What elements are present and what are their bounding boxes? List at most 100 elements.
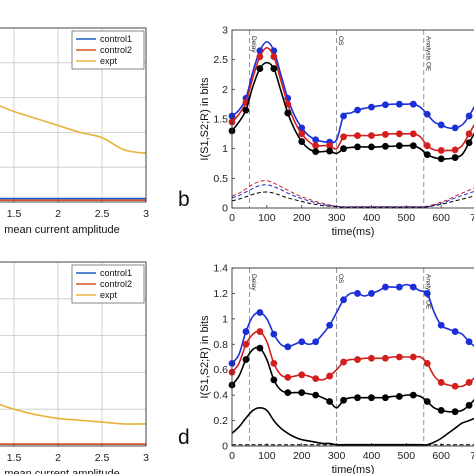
data-point-b-black [284, 109, 292, 117]
x-tick-label-d: 600 [432, 450, 450, 462]
event-label-d: OS [337, 274, 344, 284]
data-point-b-blue [465, 112, 473, 120]
data-point-d-red [326, 372, 334, 380]
legend-label-control2: control2 [100, 45, 132, 55]
x-tick-label-c: 2 [55, 452, 61, 464]
series-line-b-black-dashed [231, 191, 474, 208]
data-point-d-red [368, 354, 375, 362]
data-point-d-blue [451, 328, 459, 335]
x-tick-label-b: 600 [432, 212, 450, 224]
data-point-b-black [409, 142, 417, 150]
data-point-b-red [382, 131, 389, 138]
x-tick-label-a: 2.5 [95, 208, 110, 220]
legend-label-expt: expt [100, 290, 118, 300]
data-point-d-red [437, 379, 445, 386]
data-point-d-black [256, 344, 264, 352]
y-tick-label-b: 1.5 [213, 114, 228, 126]
y-tick-label-b: 2 [222, 84, 228, 96]
x-tick-label-b: 300 [328, 212, 346, 224]
data-point-d-blue [423, 290, 431, 297]
legend-label-control1: control1 [100, 34, 132, 44]
data-point-d-blue [340, 296, 347, 304]
data-point-d-blue [409, 283, 417, 291]
panel-label-d: d [178, 426, 190, 449]
data-point-b-blue [437, 121, 445, 129]
data-point-d-red [298, 371, 306, 379]
data-point-d-black [242, 356, 250, 363]
data-point-d-blue [368, 290, 375, 297]
data-point-b-blue [423, 110, 431, 118]
x-tick-label-a: 2 [55, 208, 61, 220]
data-point-b-blue [354, 106, 361, 114]
data-point-b-red [368, 132, 375, 140]
data-point-d-blue [284, 343, 292, 351]
data-point-d-black [298, 389, 306, 396]
y-axis-label-d: I(S1,S2;R) in bits [199, 315, 211, 399]
x-tick-label-d: 70 [470, 450, 474, 462]
data-point-d-red [270, 359, 278, 367]
x-tick-label-a: 3 [143, 208, 149, 220]
x-tick-label-b: 500 [398, 212, 416, 224]
data-point-b-blue [298, 124, 306, 132]
x-tick-label-d: 500 [398, 450, 416, 462]
data-point-d-black [451, 408, 459, 416]
x-tick-label-d: 300 [328, 450, 346, 462]
x-axis-label-b: time(ms) [332, 226, 375, 238]
data-point-d-blue [242, 328, 250, 335]
data-point-d-blue [256, 309, 264, 316]
data-point-b-black [382, 142, 389, 150]
legend-label-expt: expt [100, 56, 118, 66]
y-tick-label-d: 1.2 [213, 288, 228, 300]
axes-box-b [231, 29, 474, 209]
data-point-d-red [382, 354, 389, 362]
data-point-b-red [340, 133, 347, 141]
data-point-b-red [451, 146, 459, 154]
data-point-d-black [312, 391, 320, 399]
x-tick-label-d: 400 [363, 450, 381, 462]
x-tick-label-d: 0 [229, 450, 235, 462]
data-point-d-black [395, 393, 403, 400]
data-point-d-black [354, 394, 361, 402]
data-point-b-blue [368, 103, 375, 111]
data-point-d-red [312, 375, 320, 383]
series-line-b-blue-dashed [231, 184, 474, 208]
data-point-d-red [284, 373, 292, 381]
x-axis-label-a: mean current amplitude [4, 224, 120, 236]
x-tick-label-b: 400 [363, 212, 381, 224]
data-point-d-red [409, 353, 417, 361]
data-point-b-red [326, 142, 334, 150]
event-label-b: Delay [250, 36, 257, 53]
data-point-d-black [437, 407, 445, 414]
data-point-b-black [465, 139, 473, 147]
data-point-d-black [270, 376, 278, 384]
data-point-b-blue [395, 100, 403, 108]
data-point-b-red [312, 142, 320, 150]
legend-label-control2: control2 [100, 279, 132, 289]
data-point-b-red [423, 142, 431, 150]
data-point-d-red [354, 356, 361, 363]
data-point-d-blue [395, 283, 403, 291]
x-axis-label-d: time(ms) [332, 464, 375, 474]
data-point-b-black [256, 65, 264, 72]
y-tick-label-d: 0.4 [213, 390, 228, 402]
x-tick-label-d: 100 [258, 450, 276, 462]
data-point-b-red [437, 147, 445, 154]
data-point-d-black [409, 391, 417, 399]
data-point-d-red [395, 353, 403, 361]
data-point-d-blue [298, 338, 306, 346]
data-point-d-red [465, 379, 473, 386]
legend-label-control1: control1 [100, 268, 132, 278]
data-point-d-red [256, 328, 264, 335]
data-point-d-blue [354, 290, 361, 297]
data-point-b-black [354, 143, 361, 151]
data-point-b-red [256, 53, 264, 61]
event-label-b: Analysis OE [424, 36, 431, 72]
event-label-d: Delay [250, 274, 257, 291]
data-point-d-blue [270, 330, 278, 338]
data-point-b-black [340, 145, 347, 153]
x-tick-label-b: 70 [470, 212, 474, 224]
x-tick-label-a: 1.5 [7, 208, 22, 220]
x-tick-label-b: 200 [293, 212, 311, 224]
y-tick-label-d: 0.2 [213, 415, 228, 427]
